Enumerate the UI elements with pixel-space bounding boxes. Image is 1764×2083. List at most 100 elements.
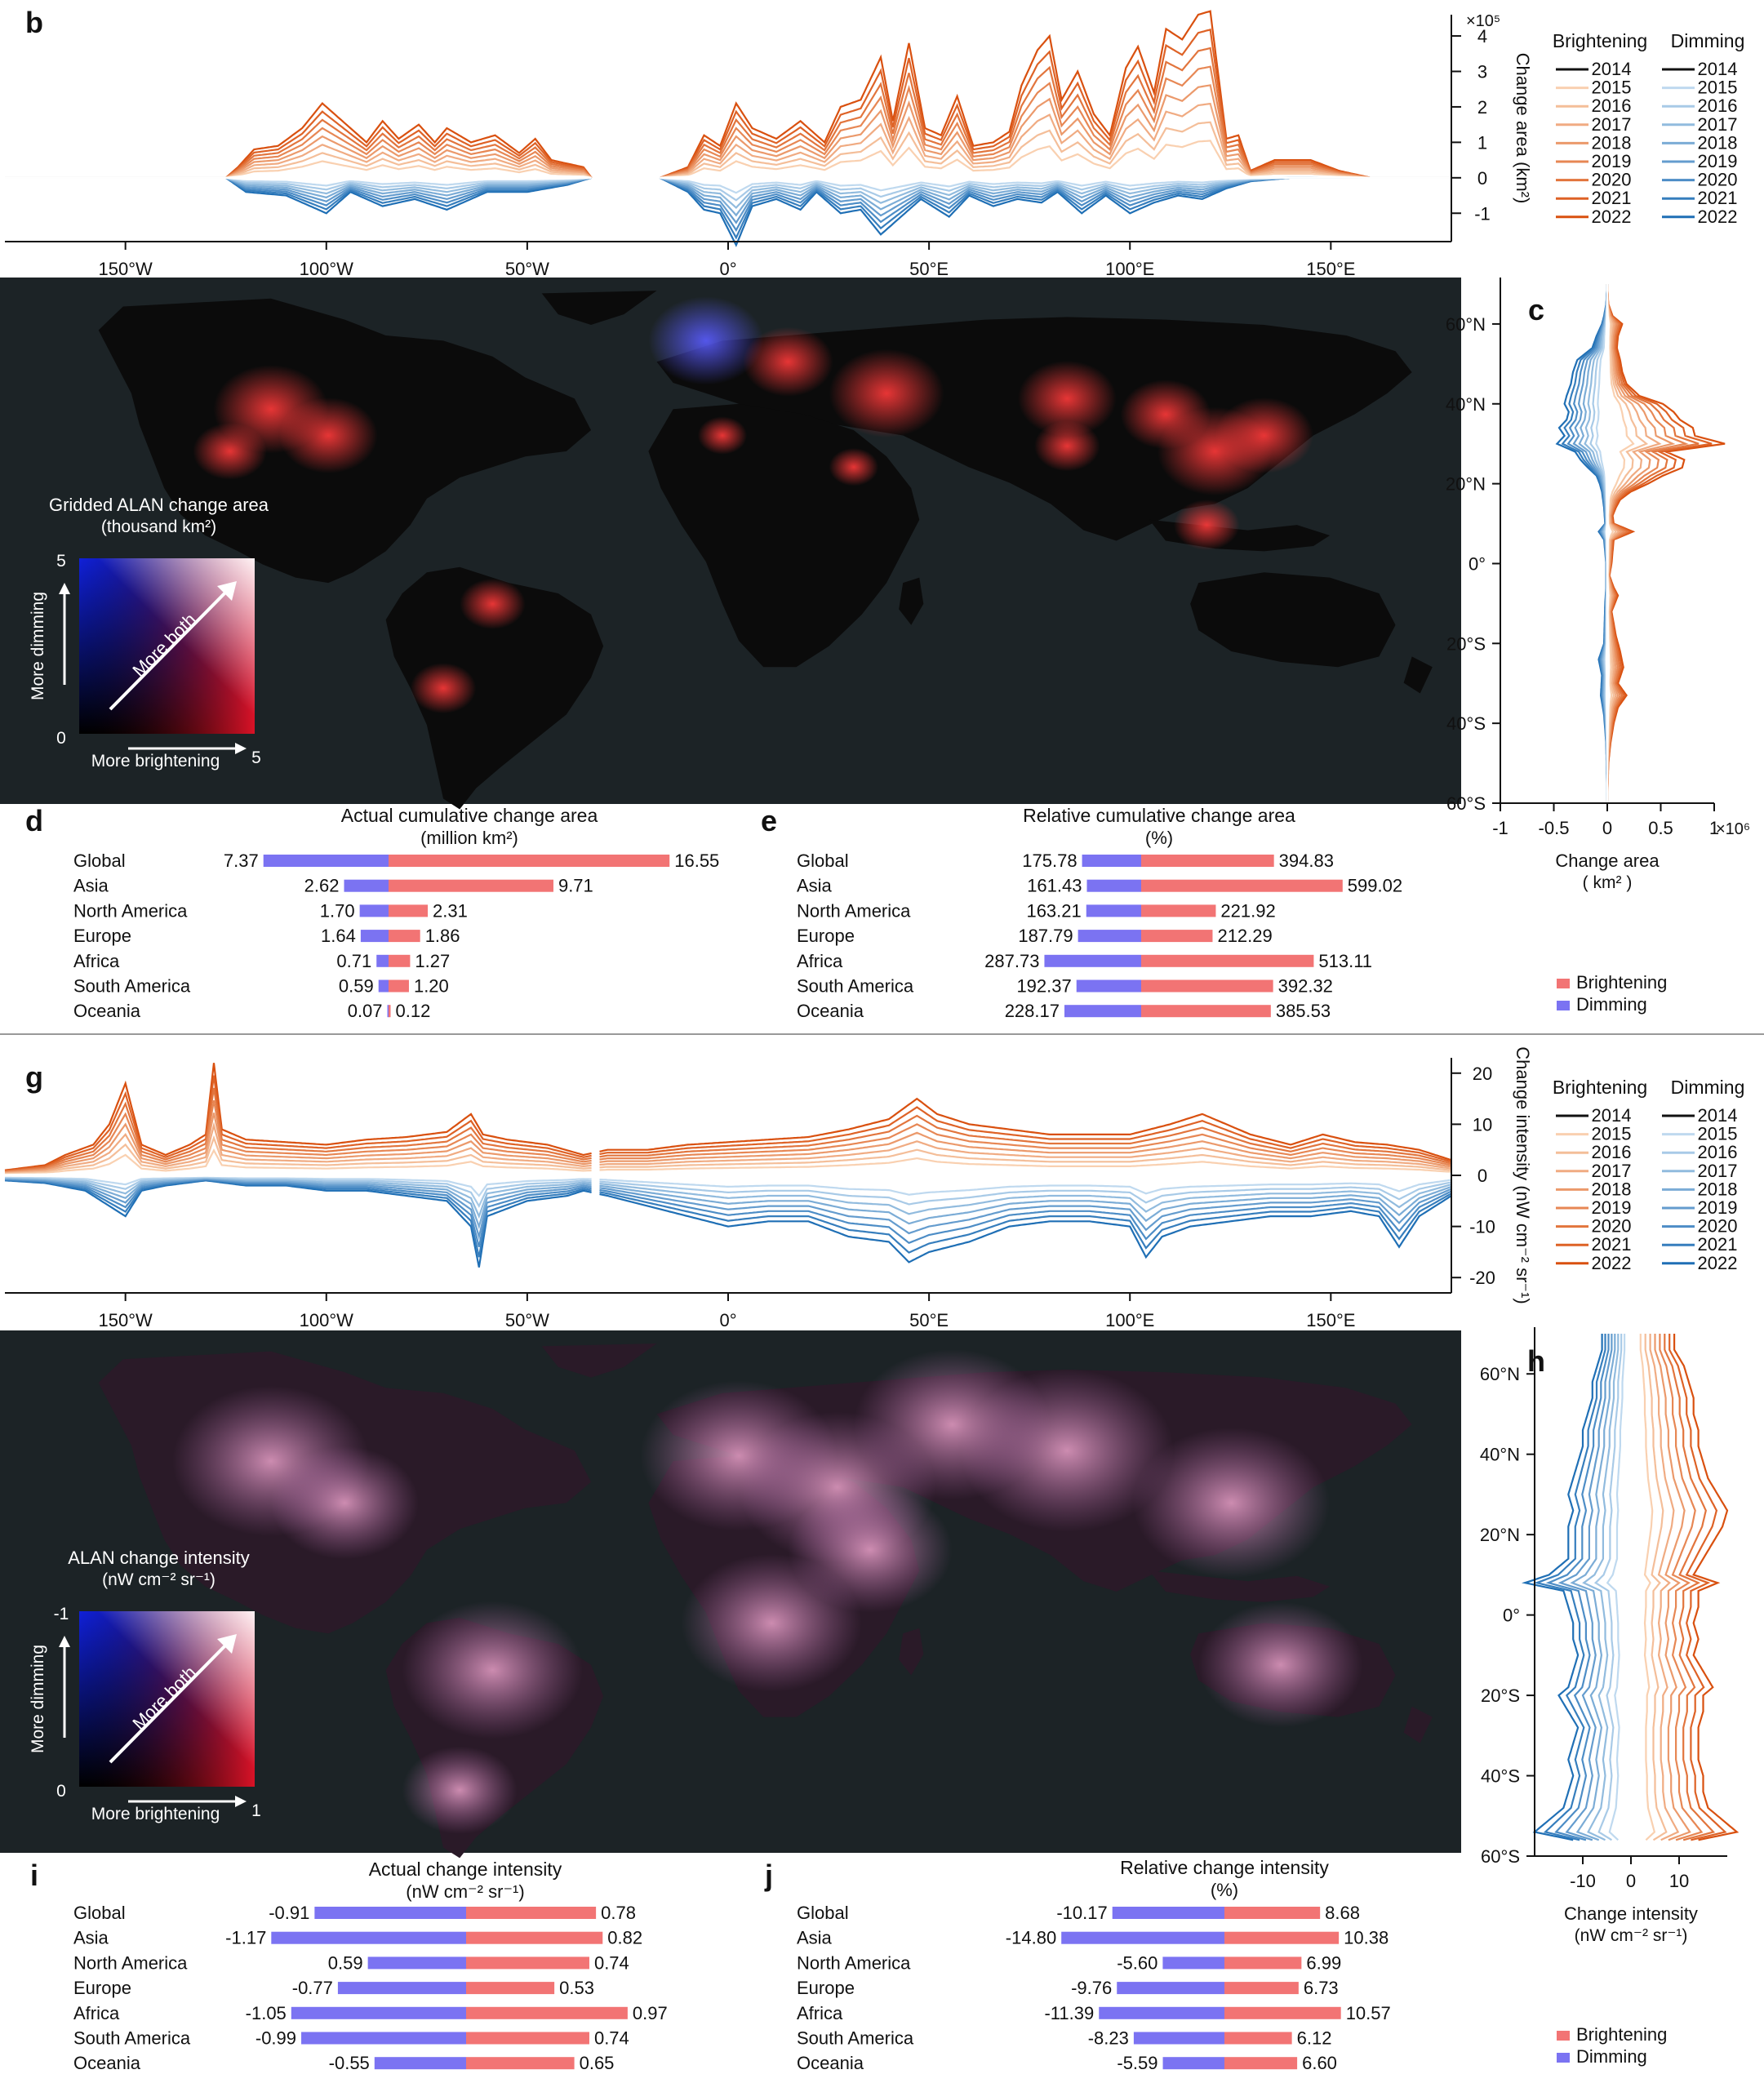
- dimming-line-2021: [1533, 1334, 1606, 1841]
- light-cluster: [829, 447, 879, 486]
- bar-chart-unit: (%): [1145, 828, 1173, 848]
- map-legend-title: ALAN change intensity: [68, 1548, 250, 1568]
- y-tick-label: 20°S: [1446, 633, 1486, 654]
- brightening-value-label: 0.78: [601, 1903, 636, 1923]
- y-tick-label: 20°N: [1480, 1525, 1520, 1545]
- y-tick-label: 20: [1473, 1064, 1492, 1084]
- brightening-line-2020: [5, 47, 1451, 179]
- dimming-line-2014: [1618, 1334, 1629, 1841]
- legend-header-dimming: Dimming: [1671, 1077, 1745, 1098]
- x-tick-label: 150°W: [99, 259, 153, 279]
- brightening-value-label: 2.31: [433, 900, 468, 921]
- x-multiplier: ×10⁶: [1716, 820, 1750, 838]
- category-label: Africa: [73, 951, 120, 971]
- dimming-line-2014: [1601, 284, 1609, 803]
- dimming-bar: [1086, 879, 1141, 892]
- category-label: Europe: [73, 1978, 131, 1998]
- bar-chart-title: Actual cumulative change area: [341, 805, 598, 826]
- legend-year-dimming: 2022: [1698, 207, 1738, 227]
- dimming-value-label: 2.62: [304, 876, 340, 896]
- x-axis-label: Change intensity: [1564, 1903, 1698, 1924]
- dimming-line-2019: [1557, 1334, 1613, 1841]
- dimming-bar: [344, 879, 389, 892]
- dimming-value-label: -8.23: [1088, 2028, 1129, 2049]
- legend-year-brightening: 2022: [1592, 207, 1632, 227]
- brightening-bar: [466, 1931, 603, 1944]
- x-tick-label: 50°W: [505, 1310, 549, 1330]
- brightening-bar: [1141, 930, 1213, 943]
- dimming-bar: [1061, 1931, 1224, 1944]
- panel-c-profile: 60°N 40°N 20°N 0° 20°S 40°S 60°S -1 -0.5 0 0.5 1×10…: [1446, 278, 1750, 892]
- dimming-line-2022: [4, 1179, 1452, 1268]
- category-label: Asia: [797, 1928, 833, 1948]
- category-label: North America: [797, 1952, 911, 1973]
- brightening-line-2021: [4, 1075, 1452, 1172]
- brightening-value-label: 0.97: [633, 2003, 668, 2023]
- light-cluster: [697, 416, 748, 455]
- dimming-bar: [1117, 1982, 1224, 1995]
- brightening-line-2018: [4, 1113, 1452, 1174]
- dimming-bar: [263, 855, 389, 867]
- dimming-value-label: 192.37: [1016, 976, 1071, 997]
- brightening-value-label: 392.32: [1278, 976, 1333, 997]
- legend-year-brightening: 2018: [1592, 1179, 1632, 1199]
- y-tick-label: 40°S: [1446, 713, 1486, 734]
- x-tick-label: 0: [1602, 818, 1612, 838]
- y-tick-label: 3: [1477, 62, 1487, 82]
- x-tick-label: 100°W: [300, 1310, 354, 1330]
- legend-year-dimming: 2019: [1698, 151, 1738, 171]
- dimming-bar: [1162, 1956, 1224, 1970]
- legend-year-dimming: 2019: [1698, 1197, 1738, 1218]
- x-tick-label: -1: [1492, 818, 1509, 838]
- legend-diagonal-arrowhead: [217, 581, 237, 601]
- dimming-bar: [359, 904, 389, 917]
- map-legend-unit: (thousand km²): [101, 517, 216, 536]
- panel-letter-c: c: [1528, 293, 1544, 326]
- legend-x-axis-label: More brightening: [91, 1805, 220, 1823]
- legend-y-arrowhead: [59, 1636, 70, 1647]
- map-legend-unit: (nW cm⁻² sr⁻¹): [102, 1570, 216, 1589]
- brightening-value-label: 6.60: [1302, 2053, 1337, 2073]
- dimming-bar: [1044, 954, 1141, 967]
- y-axis-label: Change area (km²): [1513, 53, 1533, 204]
- brightening-line-2016: [4, 1135, 1452, 1175]
- category-label: Global: [797, 1903, 849, 1923]
- dimming-value-label: 175.78: [1022, 851, 1077, 871]
- light-cluster: [1034, 420, 1100, 472]
- bar-chart-title: Relative change intensity: [1120, 1857, 1329, 1878]
- brightening-value-label: 8.68: [1325, 1903, 1360, 1923]
- legend-label-brightening: Brightening: [1576, 972, 1667, 993]
- panel-letter-d: d: [25, 804, 43, 837]
- category-label: South America: [797, 976, 914, 997]
- brightening-bar: [1224, 1982, 1299, 1995]
- dimming-line-2019: [4, 1178, 1452, 1241]
- legend-year-dimming: 2020: [1698, 170, 1738, 190]
- brightening-bar: [389, 879, 553, 892]
- legend-year-brightening: 2018: [1592, 132, 1632, 153]
- brightening-line-2017: [4, 1121, 1452, 1175]
- brightening-line-2022: [5, 10, 1451, 179]
- brightening-value-label: 513.11: [1318, 951, 1372, 971]
- panel-g-profile: -20 -10 0 10 20 150°W 100°W 50°W 0° 50°E 100°E 150°…: [4, 1046, 1533, 1330]
- dimming-bar: [291, 2006, 466, 2019]
- y-tick-label: 20°S: [1481, 1685, 1520, 1706]
- dimming-line-2018: [4, 1177, 1452, 1230]
- brightening-bar: [1224, 2006, 1341, 2019]
- y-tick-label: 20°N: [1446, 474, 1486, 495]
- x-tick-label: 50°E: [909, 259, 949, 279]
- y-tick-label: 40°N: [1446, 394, 1486, 415]
- light-cluster: [1132, 1428, 1331, 1579]
- light-cluster: [193, 423, 267, 480]
- panel-letter-j: j: [764, 1859, 773, 1892]
- brightening-value-label: 0.65: [580, 2053, 615, 2073]
- dimming-line-2020: [4, 1178, 1452, 1247]
- category-label: Africa: [73, 2003, 120, 2023]
- dimming-line-2014: [5, 1175, 1452, 1187]
- legend-year-dimming: 2014: [1698, 1105, 1738, 1126]
- dimming-value-label: -10.17: [1056, 1903, 1107, 1923]
- dimming-value-label: -9.76: [1071, 1978, 1112, 1998]
- light-cluster: [278, 398, 378, 473]
- brightening-value-label: 221.92: [1220, 900, 1275, 921]
- legend-year-dimming: 2018: [1698, 132, 1738, 153]
